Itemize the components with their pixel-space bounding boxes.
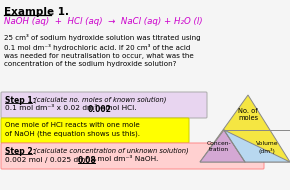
Polygon shape [200,130,245,162]
Text: NaOH (aq)  +  HCl (aq)  →  NaCl (aq) + H₂O (l): NaOH (aq) + HCl (aq) → NaCl (aq) + H₂O (… [4,17,203,26]
Text: No. of
moles: No. of moles [238,108,258,121]
Text: Volume
(dm³): Volume (dm³) [256,141,278,154]
Text: 0.1 mol dm⁻³ x 0.02 dm³ =: 0.1 mol dm⁻³ x 0.02 dm³ = [5,105,108,111]
FancyBboxPatch shape [1,118,189,143]
Polygon shape [200,95,290,162]
Text: mol dm⁻³ NaOH.: mol dm⁻³ NaOH. [95,156,158,162]
Text: 0.002 mol / 0.025 dm³ =: 0.002 mol / 0.025 dm³ = [5,156,99,163]
Text: (calculate concentration of unknown solution): (calculate concentration of unknown solu… [32,147,189,154]
Text: Example 1.: Example 1. [4,7,69,17]
FancyBboxPatch shape [1,143,264,169]
Text: 0.002: 0.002 [88,105,112,114]
Text: (calculate no. moles of known solution): (calculate no. moles of known solution) [32,96,166,103]
Text: Concen-
tration: Concen- tration [207,141,231,152]
FancyBboxPatch shape [1,92,207,118]
Text: One mole of HCl reacts with one mole
of NaOH (the equation shows us this).: One mole of HCl reacts with one mole of … [5,122,140,137]
Text: 25 cm³ of sodium hydroxide solution was titrated using
0.1 mol dm⁻³ hydrochloric: 25 cm³ of sodium hydroxide solution was … [4,34,201,67]
Text: 0.08: 0.08 [78,156,97,165]
Text: Step 2:: Step 2: [5,147,36,156]
Text: mol HCl.: mol HCl. [103,105,137,111]
Polygon shape [224,130,290,162]
Text: Step 1:: Step 1: [5,96,36,105]
